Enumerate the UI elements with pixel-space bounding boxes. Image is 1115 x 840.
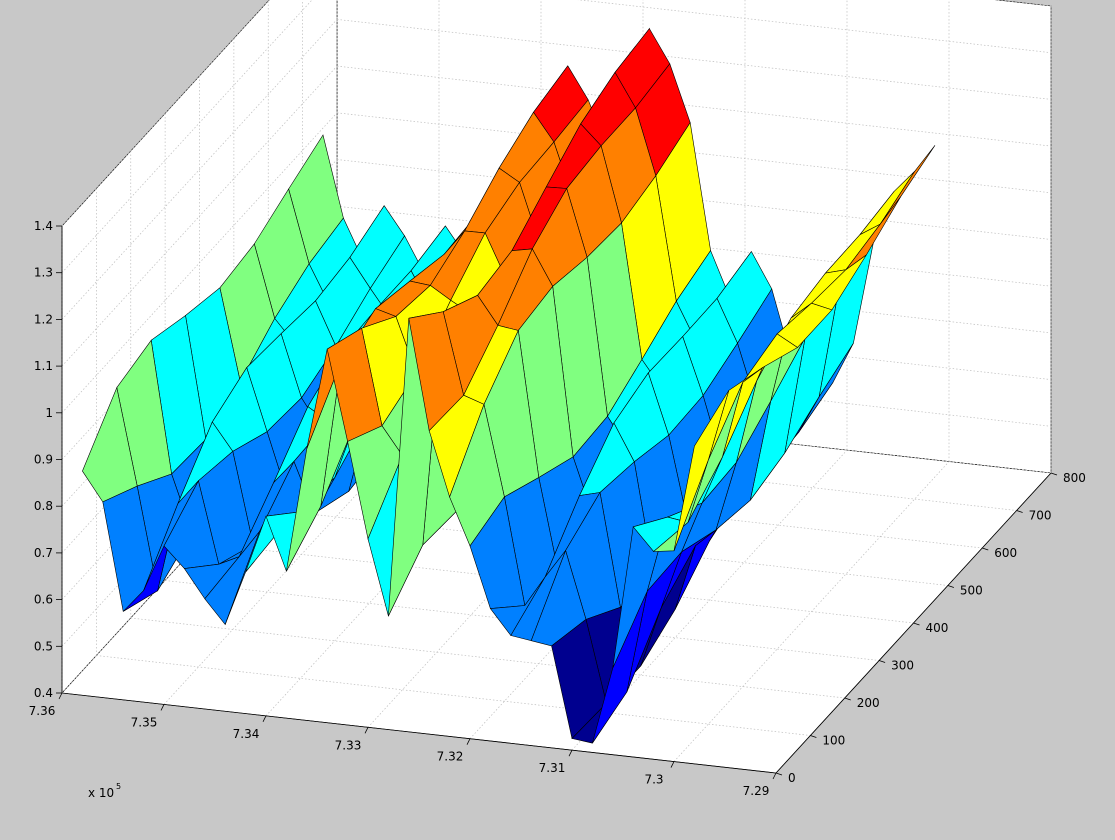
grid-line-z-back [336, 112, 1052, 194]
z-tick-label: 0.7 [34, 546, 53, 560]
x-tick-label: 7.31 [539, 761, 566, 775]
y-tick-mark [913, 622, 920, 626]
grid-line-z-side [61, 19, 338, 320]
grid-line-z-back [577, 0, 1052, 54]
surface-mesh [82, 27, 936, 744]
grid-line-z-back [336, 19, 1052, 100]
grid-line-y-floor [165, 580, 880, 661]
y-tick-mark [947, 585, 955, 588]
x-exponent-label: x 10 [88, 786, 114, 800]
x-tick-label: 7.33 [335, 738, 362, 752]
z-tick-label: 0.6 [34, 593, 53, 607]
grid-line-z-back [336, 205, 1052, 287]
y-tick-label: 600 [994, 546, 1017, 560]
y-tick-mark [844, 697, 851, 701]
y-tick-mark [810, 735, 817, 738]
z-tick-label: 0.4 [34, 686, 53, 700]
grid-line-z-side [61, 65, 338, 367]
y-tick-label: 800 [1063, 471, 1086, 485]
y-tick-label: 100 [822, 734, 845, 748]
y-tick-label: 500 [960, 584, 983, 598]
z-tick-label: 1.3 [34, 266, 53, 280]
x-tick-mark [568, 749, 573, 757]
y-tick-mark [1050, 472, 1058, 476]
grid-line-y-floor [199, 542, 914, 624]
grid-line-z-side [61, 0, 313, 273]
grid-line-y-floor [233, 505, 948, 586]
grid-line-z-side [61, 0, 270, 227]
z-tick-label: 1.1 [34, 359, 53, 373]
y-tick-mark [775, 772, 783, 776]
z-tick-label: 1.2 [34, 312, 53, 326]
grid-line-z-back [336, 159, 1052, 240]
z-tick-labels: 0.4 0.5 0.6 0.7 0.8 0.9 1 1.1 1.2 1.3 1.4 [34, 219, 53, 700]
z-tick-label: 1 [45, 406, 53, 420]
x-tick-mark [58, 692, 63, 700]
grid-line-z-side [61, 112, 338, 414]
x-tick-label: 7.34 [233, 727, 260, 741]
z-tick-label: 0.9 [34, 453, 53, 467]
surface-face [673, 390, 730, 551]
grid-line-z-back [336, 65, 1052, 147]
y-tick-label: 700 [1029, 509, 1052, 523]
x-tick-mark [772, 772, 777, 780]
x-tick-label: 7.32 [437, 750, 464, 764]
grid-line-y-floor [96, 655, 811, 736]
y-tick-mark [1016, 510, 1023, 513]
y-tick-label: 200 [857, 696, 880, 710]
z-tick-label: 1.4 [34, 219, 53, 233]
y-tick-mark [878, 660, 886, 663]
x-tick-mark [364, 727, 369, 734]
z-tick-label: 0.5 [34, 639, 53, 653]
x-tick-label: 7.35 [131, 715, 158, 729]
x-exponent-power: 5 [116, 782, 121, 791]
x-tick-mark [670, 761, 675, 768]
x-tick-mark [160, 704, 165, 711]
y-tick-mark [982, 547, 989, 551]
grid-line-y-floor [130, 617, 845, 699]
y-tick-label: 300 [891, 659, 914, 673]
x-tick-label: 7.29 [743, 784, 770, 798]
x-axis-line [61, 692, 777, 774]
x-tick-label: 7.3 [644, 773, 663, 787]
axes-lines [56, 225, 1058, 780]
x-tick-labels: 7.29 7.3 7.31 7.32 7.33 7.34 7.35 7.36 [29, 704, 770, 798]
y-tick-label: 0 [788, 771, 796, 785]
y-tick-labels: 0 100 200 300 400 500 600 700 800 [788, 471, 1086, 785]
grid-line-x-floor [673, 461, 950, 762]
z-tick-label: 0.8 [34, 499, 53, 513]
y-tick-label: 400 [926, 621, 949, 635]
x-tick-label: 7.36 [29, 704, 56, 718]
x-tick-mark [466, 738, 471, 745]
x-tick-mark [262, 715, 267, 723]
